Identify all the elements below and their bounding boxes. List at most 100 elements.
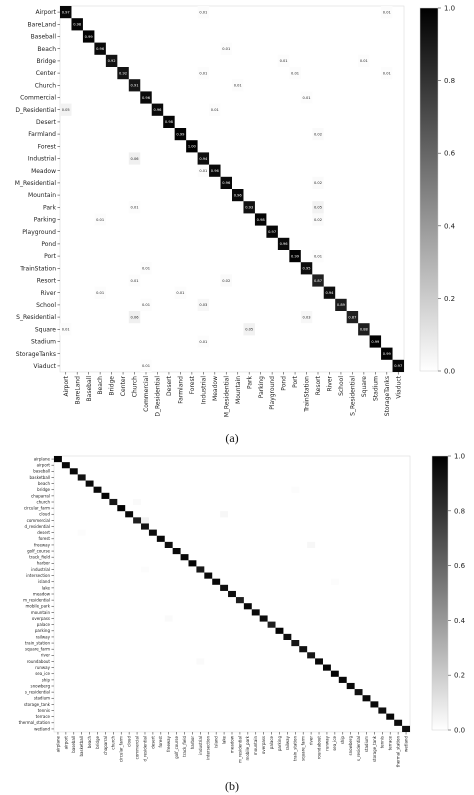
b-col-label: circular_farm xyxy=(119,736,124,762)
a-cell xyxy=(312,176,324,189)
b-row-label: sea_ice xyxy=(35,671,50,676)
caption-b: (b) xyxy=(225,779,239,793)
b-diagonal-cell xyxy=(235,597,244,604)
a-diagonal-cell xyxy=(117,67,129,80)
a-col-label: Meadow xyxy=(212,376,219,401)
a-row-label: BareLand xyxy=(28,21,57,28)
a-colorbar-label: 0.6 xyxy=(444,150,456,158)
b-row-label: chaparral xyxy=(31,493,50,498)
a-diagonal-cell xyxy=(128,79,141,92)
a-cell xyxy=(300,311,313,324)
b-colorbar-label: 1.0 xyxy=(454,453,465,461)
a-row-label: Park xyxy=(43,204,56,211)
a-cell xyxy=(140,298,152,311)
a-diagonal-value: 0.98 xyxy=(165,120,174,124)
a-col-label: Pond xyxy=(281,376,288,391)
a-col-label: Resort xyxy=(315,375,322,395)
b-diagonal-cell xyxy=(61,462,70,469)
a-cell xyxy=(197,6,210,19)
a-cell xyxy=(381,67,393,80)
a-cell xyxy=(174,286,187,299)
b-row-label: s_residential xyxy=(25,690,50,695)
a-diagonal-value: 0.91 xyxy=(131,84,139,88)
a-cell-value: 0.01 xyxy=(360,59,368,63)
a-cell xyxy=(197,298,210,311)
b-diagonal-cell xyxy=(275,627,284,634)
b-row-label: baseball xyxy=(33,469,50,474)
a-diagonal-cell xyxy=(71,18,83,31)
a-cell-value: 0.01 xyxy=(199,169,207,173)
b-diagonal-cell xyxy=(85,480,94,487)
a-diagonal-value: 0.99 xyxy=(383,352,392,356)
b-cell xyxy=(141,517,149,524)
a-cell-value: 0.05 xyxy=(62,108,70,112)
b-col-label: palace xyxy=(269,735,274,749)
caption-a: (a) xyxy=(225,431,238,445)
a-col-label: D_Residential xyxy=(155,376,162,417)
b-col-label: desert xyxy=(150,736,155,749)
b-col-label: airplane xyxy=(55,735,60,752)
b-cell xyxy=(196,658,205,665)
a-cell xyxy=(358,54,370,67)
a-col-label: Farmland xyxy=(178,376,185,404)
a-row-label: Commercial xyxy=(20,95,56,102)
b-col-label: railway xyxy=(285,735,290,750)
b-cell xyxy=(164,615,173,622)
b-row-label: airport xyxy=(37,463,51,468)
b-col-label: thermal_station xyxy=(396,736,401,768)
a-col-label: Desert xyxy=(166,375,173,396)
a-row-label: Industrial xyxy=(28,156,56,163)
a-row-label: School xyxy=(36,302,56,309)
a-cell-value: 0.01 xyxy=(131,279,139,283)
b-row-label: industrial xyxy=(31,567,50,572)
b-diagonal-cell xyxy=(315,658,323,665)
b-diagonal-cell xyxy=(338,676,347,683)
b-cell xyxy=(307,541,316,548)
a-col-label: Airport xyxy=(63,375,70,396)
b-diagonal-cell xyxy=(220,584,229,591)
a-diagonal-value: 0.97 xyxy=(268,230,276,234)
a-diagonal-value: 0.87 xyxy=(314,279,322,283)
b-diagonal-cell xyxy=(212,578,221,585)
a-cell-value: 0.06 xyxy=(131,157,140,161)
b-diagonal-cell xyxy=(164,541,173,548)
a-diagonal-cell xyxy=(197,152,210,165)
a-diagonal-value: 0.94 xyxy=(199,157,208,161)
b-colorbar-label: 0.6 xyxy=(454,562,466,570)
a-col-label: Beach xyxy=(97,376,104,395)
colorbar-b: 1.0 0.8 0.6 0.4 0.2 0.0 xyxy=(431,453,466,735)
a-diagonal-cell xyxy=(300,262,313,275)
a-col-label: BareLand xyxy=(74,376,81,405)
a-diagonal-value: 0.92 xyxy=(119,71,127,75)
a-cell xyxy=(289,67,301,80)
b-col-label: parking xyxy=(277,736,282,752)
a-diagonal-cell xyxy=(151,103,164,116)
a-colorbar-label: 1.0 xyxy=(444,5,455,13)
b-row-label: commercial xyxy=(27,518,50,523)
b-col-label: golf_course xyxy=(174,735,179,758)
b-colorbar-gradient xyxy=(431,455,449,731)
a-cell-value: 0.01 xyxy=(291,71,299,75)
a-col-label: Industrial xyxy=(200,376,207,404)
b-row-label: freeway xyxy=(34,542,51,547)
a-diagonal-cell xyxy=(335,298,347,311)
a-row-label: River xyxy=(40,290,56,297)
b-diagonal-cell xyxy=(267,621,276,628)
b-cell xyxy=(133,498,142,506)
a-row-label: Meadow xyxy=(31,168,56,175)
a-diagonal-cell xyxy=(254,213,267,226)
b-col-label: cloud xyxy=(127,736,132,747)
b-cell xyxy=(330,578,339,585)
b-row-label: square_farm xyxy=(25,647,50,652)
a-diagonal-value: 0.88 xyxy=(360,328,369,332)
b-col-label: d_residential xyxy=(142,736,147,762)
b-diagonal-cell xyxy=(307,652,316,659)
a-cell-value: 0.02 xyxy=(314,218,322,222)
a-diagonal-value: 0.99 xyxy=(176,132,185,136)
b-col-label: sea_ice xyxy=(332,735,337,750)
a-cell-value: 0.01 xyxy=(199,340,207,344)
a-diagonal-value: 0.96 xyxy=(96,47,105,51)
a-diagonal-cell xyxy=(60,6,72,19)
b-col-label: tennis xyxy=(380,736,385,748)
b-row-label: terrace xyxy=(36,714,51,719)
